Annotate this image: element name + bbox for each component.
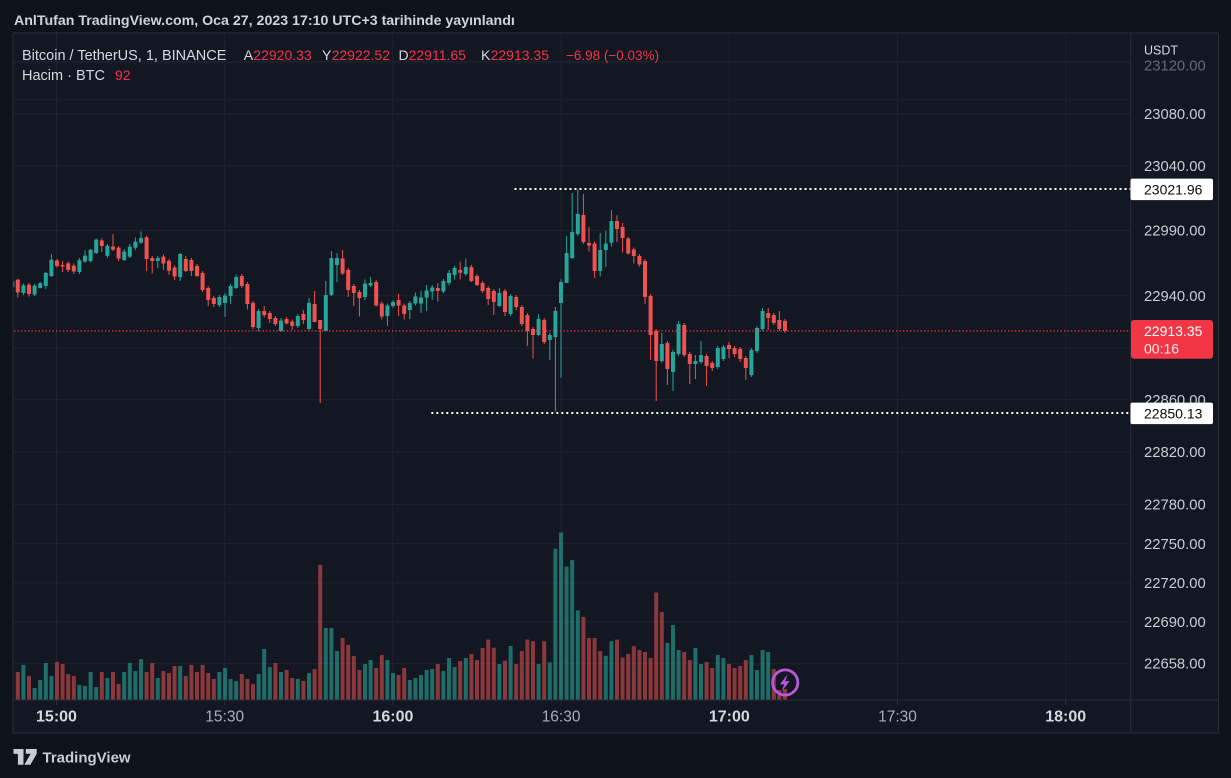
svg-text:17:00: 17:00	[709, 709, 750, 726]
svg-text:Hacim · BTC: Hacim · BTC	[22, 68, 105, 84]
svg-text:22780.00: 22780.00	[1144, 497, 1206, 513]
svg-text:22750.00: 22750.00	[1144, 537, 1206, 553]
svg-text:15:30: 15:30	[205, 709, 244, 726]
svg-text:23080.00: 23080.00	[1144, 107, 1206, 123]
svg-text:22913.35: 22913.35	[1144, 323, 1203, 339]
svg-text:K: K	[481, 47, 491, 63]
svg-text:22720.00: 22720.00	[1144, 576, 1206, 592]
svg-text:00:16: 00:16	[1144, 341, 1179, 357]
svg-text:22920.33: 22920.33	[253, 47, 312, 63]
svg-text:22913.35: 22913.35	[491, 47, 550, 63]
svg-text:22922.52: 22922.52	[332, 47, 391, 63]
svg-text:22911.65: 22911.65	[409, 47, 467, 63]
svg-text:Y: Y	[322, 47, 332, 63]
svg-text:22690.00: 22690.00	[1144, 615, 1206, 631]
svg-text:18:00: 18:00	[1045, 709, 1086, 726]
svg-text:−6.98 (−0.03%): −6.98 (−0.03%)	[566, 48, 659, 63]
svg-text:23040.00: 23040.00	[1144, 159, 1206, 175]
svg-text:22850.13: 22850.13	[1144, 405, 1203, 421]
svg-text:22940.00: 22940.00	[1144, 289, 1206, 305]
svg-text:USDT: USDT	[1144, 44, 1178, 58]
svg-text:23120.00: 23120.00	[1144, 59, 1206, 75]
svg-text:23021.96: 23021.96	[1144, 181, 1203, 197]
svg-text:22990.00: 22990.00	[1144, 224, 1206, 240]
svg-text:17:30: 17:30	[878, 709, 917, 726]
svg-text:A: A	[244, 47, 254, 63]
svg-text:22658.00: 22658.00	[1144, 657, 1206, 673]
svg-text:16:00: 16:00	[372, 709, 413, 726]
svg-text:Bitcoin / TetherUS, 1, BINANCE: Bitcoin / TetherUS, 1, BINANCE	[22, 48, 227, 64]
svg-text:15:00: 15:00	[36, 709, 77, 726]
svg-text:TradingView: TradingView	[43, 750, 131, 767]
svg-text:D: D	[399, 47, 409, 63]
svg-text:AnlTufan TradingView.com, Oca: AnlTufan TradingView.com, Oca 27, 2023 1…	[14, 13, 515, 29]
svg-text:16:30: 16:30	[542, 709, 581, 726]
svg-text:92: 92	[115, 67, 131, 83]
svg-text:22820.00: 22820.00	[1144, 445, 1206, 461]
